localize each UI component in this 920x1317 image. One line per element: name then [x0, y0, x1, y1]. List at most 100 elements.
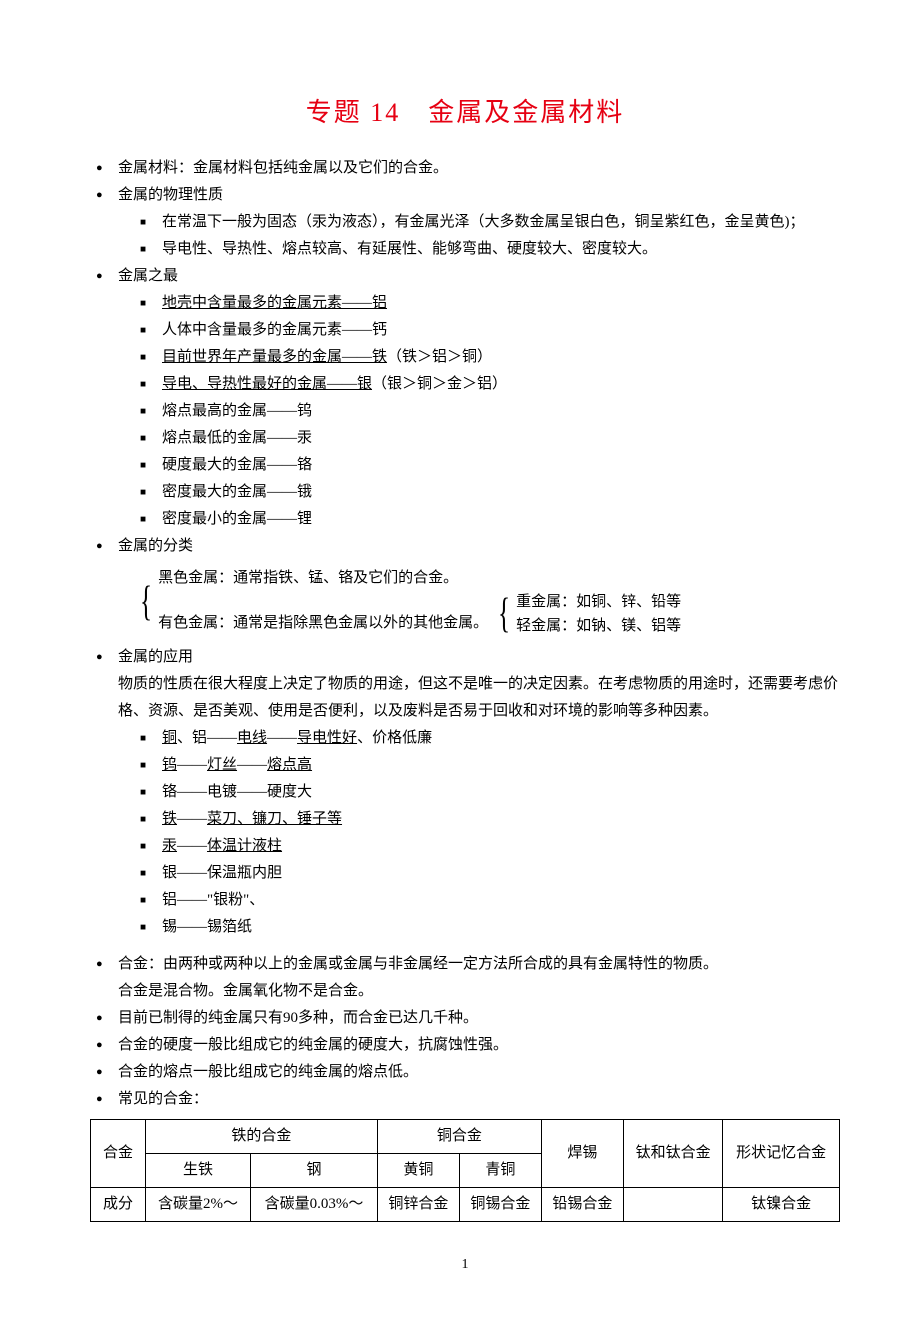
item-application: 金属的应用 物质的性质在很大程度上决定了物质的用途，但这不是唯一的决定因素。在考… — [90, 644, 840, 941]
text: 熔点最低的金属——汞 — [162, 430, 312, 446]
text: 电线 — [237, 730, 267, 746]
th: 钛和钛合金 — [623, 1119, 722, 1187]
subitem: 铬——电镀——硬度大 — [136, 779, 840, 806]
text: 钨 — [162, 757, 177, 773]
text: 灯丝 — [207, 757, 237, 773]
text: （银＞铜＞金＞铝） — [372, 376, 507, 392]
subitem: 密度最小的金属——锂 — [136, 506, 840, 533]
text: 金属的物理性质 — [118, 187, 223, 203]
text: 汞 — [162, 838, 177, 854]
text: 金属之最 — [118, 268, 178, 284]
text: 导电性、导热性、熔点较高、有延展性、能够弯曲、硬度较大、密度较大。 — [162, 241, 657, 257]
subitem: 钨——灯丝——熔点高 — [136, 752, 840, 779]
text: 人体中含量最多的金属元素——钙 — [162, 322, 387, 338]
text: 合金的熔点一般比组成它的纯金属的熔点低。 — [118, 1064, 418, 1080]
text: 金属的分类 — [118, 538, 193, 554]
text: 密度最小的金属——锂 — [162, 511, 312, 527]
subitem: 银——保温瓶内胆 — [136, 860, 840, 887]
row: 有色金属：通常是指除黑色金属以外的其他金属。 { 重金属：如铜、锌、铅等 轻金属… — [158, 590, 681, 638]
page-number: 1 — [90, 1252, 840, 1277]
item-alloy-melting: 合金的熔点一般比组成它的纯金属的熔点低。 — [90, 1059, 840, 1086]
text: 目前世界年产量最多的金属——铁 — [162, 349, 387, 365]
subitem: 导电、导热性最好的金属——银（银＞铜＞金＞铝） — [136, 371, 840, 398]
text: 金属材料：金属材料包括纯金属以及它们的合金。 — [118, 160, 448, 176]
text: —— — [177, 838, 207, 854]
th: 铜合金 — [377, 1119, 541, 1153]
td: 铜锌合金 — [377, 1187, 459, 1221]
sublist: 地壳中含量最多的金属元素——铝 人体中含量最多的金属元素——钙 目前世界年产量最… — [136, 290, 840, 533]
th: 青铜 — [459, 1153, 541, 1187]
item-metal-most: 金属之最 地壳中含量最多的金属元素——铝 人体中含量最多的金属元素——钙 目前世… — [90, 263, 840, 533]
th: 钢 — [251, 1153, 378, 1187]
sublist: 在常温下一般为固态（汞为液态），有金属光泽（大多数金属呈银白色，铜呈紫红色，金呈… — [136, 209, 840, 263]
table-row: 成分 含碳量2%～ 含碳量0.03%～ 铜锌合金 铜锡合金 铅锡合金 钛镍合金 — [91, 1187, 840, 1221]
text: 铝——"银粉"、 — [162, 892, 264, 908]
sublist: 铜、铝——电线——导电性好、价格低廉 钨——灯丝——熔点高 铬——电镀——硬度大… — [136, 725, 840, 941]
page-title: 专题 14 金属及金属材料 — [90, 90, 840, 137]
subitem: 铝——"银粉"、 — [136, 887, 840, 914]
item-alloy-def: 合金：由两种或两种以上的金属或金属与非金属经一定方法所合成的具有金属特性的物质。… — [90, 951, 840, 1005]
th: 形状记忆合金 — [723, 1119, 840, 1187]
main-list: 金属材料：金属材料包括纯金属以及它们的合金。 金属的物理性质 在常温下一般为固态… — [90, 155, 840, 941]
subitem: 地壳中含量最多的金属元素——铝 — [136, 290, 840, 317]
text: 导电性好 — [297, 730, 357, 746]
td: 铜锡合金 — [459, 1187, 541, 1221]
item-physical-props: 金属的物理性质 在常温下一般为固态（汞为液态），有金属光泽（大多数金属呈银白色，… — [90, 182, 840, 263]
subitem: 锡——锡箔纸 — [136, 914, 840, 941]
subitem: 在常温下一般为固态（汞为液态），有金属光泽（大多数金属呈银白色，铜呈紫红色，金呈… — [136, 209, 840, 236]
item-classification: 金属的分类 { 黑色金属：通常指铁、锰、铬及它们的合金。 有色金属：通常是指除黑… — [90, 533, 840, 638]
table-row: 合金 铁的合金 铜合金 焊锡 钛和钛合金 形状记忆合金 — [91, 1119, 840, 1153]
text: 熔点最高的金属——钨 — [162, 403, 312, 419]
th: 焊锡 — [541, 1119, 623, 1187]
subitem: 导电性、导热性、熔点较高、有延展性、能够弯曲、硬度较大、密度较大。 — [136, 236, 840, 263]
text: 地壳中含量最多的金属元素——铝 — [162, 295, 387, 311]
text: 合金的硬度一般比组成它的纯金属的硬度大，抗腐蚀性强。 — [118, 1037, 508, 1053]
text: 、铝—— — [177, 730, 237, 746]
item-alloy-count: 目前已制得的纯金属只有90多种，而合金已达几千种。 — [90, 1005, 840, 1032]
td: 钛镍合金 — [723, 1187, 840, 1221]
text: 轻金属：如钠、镁、铝等 — [516, 614, 681, 638]
td: 含碳量0.03%～ — [251, 1187, 378, 1221]
text: 导电、导热性最好的金属——银 — [162, 376, 372, 392]
th: 黄铜 — [377, 1153, 459, 1187]
item-common-alloys: 常见的合金： — [90, 1086, 840, 1113]
text: 目前已制得的纯金属只有90多种，而合金已达几千种。 — [118, 1010, 478, 1026]
alloy-table: 合金 铁的合金 铜合金 焊锡 钛和钛合金 形状记忆合金 生铁 钢 黄铜 青铜 成… — [90, 1119, 840, 1222]
td: 成分 — [91, 1187, 146, 1221]
text: 锡——锡箔纸 — [162, 919, 252, 935]
subitem: 熔点最高的金属——钨 — [136, 398, 840, 425]
td: 含碳量2%～ — [146, 1187, 251, 1221]
item-alloy-hardness: 合金的硬度一般比组成它的纯金属的硬度大，抗腐蚀性强。 — [90, 1032, 840, 1059]
subitem: 硬度最大的金属——铬 — [136, 452, 840, 479]
text: —— — [177, 757, 207, 773]
text: 铜 — [162, 730, 177, 746]
text: 金属的应用 — [118, 649, 193, 665]
th: 合金 — [91, 1119, 146, 1187]
text: 合金是混合物。金属氧化物不是合金。 — [118, 983, 373, 999]
subitem: 铜、铝——电线——导电性好、价格低廉 — [136, 725, 840, 752]
brace-icon: { — [498, 593, 510, 635]
td: 铅锡合金 — [541, 1187, 623, 1221]
subitem: 熔点最低的金属——汞 — [136, 425, 840, 452]
subitem: 人体中含量最多的金属元素——钙 — [136, 317, 840, 344]
main-list-2: 合金：由两种或两种以上的金属或金属与非金属经一定方法所合成的具有金属特性的物质。… — [90, 951, 840, 1113]
subitem: 密度最大的金属——锇 — [136, 479, 840, 506]
td — [623, 1187, 722, 1221]
paragraph: 物质的性质在很大程度上决定了物质的用途，但这不是唯一的决定因素。在考虑物质的用途… — [118, 671, 840, 725]
text: 合金：由两种或两种以上的金属或金属与非金属经一定方法所合成的具有金属特性的物质。 — [118, 956, 718, 972]
brace-block: { 黑色金属：通常指铁、锰、铬及它们的合金。 有色金属：通常是指除黑色金属以外的… — [136, 566, 840, 638]
text: 有色金属：通常是指除黑色金属以外的其他金属。 — [158, 615, 488, 631]
subitem: 汞——体温计液柱 — [136, 833, 840, 860]
brace-icon: { — [140, 581, 152, 623]
text: 重金属：如铜、锌、铅等 — [516, 590, 681, 614]
th: 生铁 — [146, 1153, 251, 1187]
th: 铁的合金 — [146, 1119, 378, 1153]
text: 铁 — [162, 811, 177, 827]
item-metal-material: 金属材料：金属材料包括纯金属以及它们的合金。 — [90, 155, 840, 182]
text: 银——保温瓶内胆 — [162, 865, 282, 881]
text: 熔点高 — [267, 757, 312, 773]
subitem: 铁——菜刀、镰刀、锤子等 — [136, 806, 840, 833]
text: 菜刀、镰刀、锤子等 — [207, 811, 342, 827]
text: 常见的合金： — [118, 1091, 208, 1107]
text: —— — [267, 730, 297, 746]
